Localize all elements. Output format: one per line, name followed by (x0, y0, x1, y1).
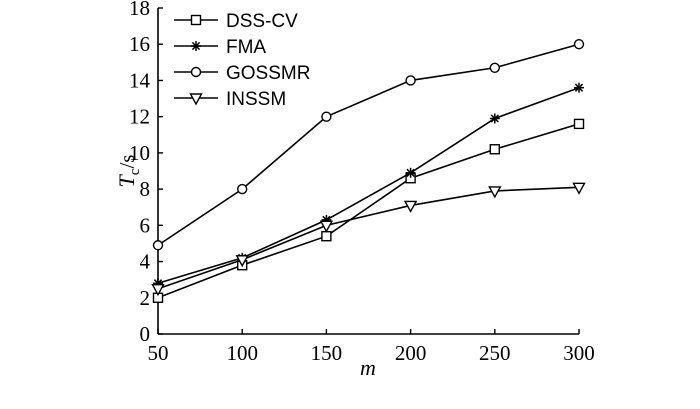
asterisk-marker (191, 41, 201, 51)
y-tick-label: 4 (140, 250, 151, 274)
legend-label: DSS-CV (226, 11, 298, 32)
ticks: 0 2 4 6 8 10 12 14 16 18 50 100 150 200 250 300 (129, 0, 595, 365)
square-marker (573, 118, 585, 130)
legend-item: GOSSMR (174, 63, 310, 84)
triangle-marker (189, 93, 203, 106)
triangle-marker (235, 255, 249, 268)
legend-label: INSSM (226, 89, 286, 110)
series-line (157, 123, 580, 299)
circle-marker (573, 39, 585, 50)
square-marker (321, 230, 332, 242)
circle-marker (152, 240, 164, 251)
triangle-marker (572, 182, 586, 195)
x-tick-label: 200 (395, 341, 427, 365)
series-dss-cv (152, 118, 585, 303)
legend-label: FMA (226, 37, 266, 58)
x-tick-label: 300 (563, 341, 595, 365)
y-tick-label: 10 (129, 141, 150, 165)
triangle-marker (488, 186, 502, 199)
asterisk-marker (405, 167, 416, 178)
legend-item: DSS-CV (174, 11, 298, 32)
x-tick-label: 150 (311, 341, 343, 365)
y-axis-label: Tc/s (114, 155, 143, 188)
series-gossmr (152, 39, 585, 251)
x-tick-label: 250 (479, 341, 511, 365)
square-marker (190, 14, 202, 26)
legend-label: GOSSMR (226, 63, 310, 84)
series-inssm (151, 182, 586, 297)
y-axis-label-unit: /s (115, 155, 139, 169)
legend: DSS-CV FMA GOSSMR INSSM (174, 11, 310, 110)
y-tick-label: 6 (140, 213, 151, 237)
series-line (157, 86, 580, 285)
x-tick-label: 50 (148, 341, 169, 365)
asterisk-marker (489, 113, 500, 124)
y-tick-label: 0 (140, 322, 151, 346)
y-tick-label: 14 (129, 68, 151, 92)
triangle-marker (151, 284, 165, 297)
series-line (157, 186, 580, 290)
y-axis-label-sub: c (127, 168, 143, 175)
circle-marker (321, 111, 332, 122)
y-tick-label: 8 (140, 177, 151, 201)
asterisk-marker (574, 82, 584, 93)
y-tick-label: 12 (129, 105, 150, 129)
x-axis-label: m (360, 355, 376, 380)
circle-marker (190, 66, 202, 78)
legend-item: FMA (174, 37, 266, 58)
legend-item: INSSM (174, 89, 286, 110)
triangle-marker (319, 220, 334, 233)
y-tick-label: 2 (140, 286, 151, 310)
y-tick-label: 18 (129, 0, 150, 20)
triangle-marker (403, 200, 418, 213)
x-tick-label: 100 (226, 341, 258, 365)
axes (157, 8, 579, 335)
circle-marker (489, 62, 500, 73)
series-fma (153, 82, 584, 289)
series-line (157, 43, 580, 246)
series-group (151, 39, 586, 303)
circle-marker (236, 183, 248, 195)
circle-marker (405, 75, 416, 86)
square-marker (489, 144, 500, 155)
y-tick-label: 16 (129, 32, 150, 56)
y-axis-label-main: T (114, 173, 139, 187)
